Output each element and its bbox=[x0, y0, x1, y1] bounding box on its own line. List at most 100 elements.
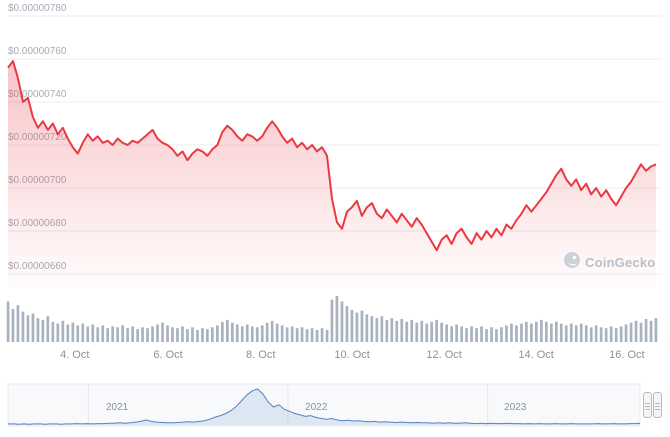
x-axis-label: 10. Oct bbox=[334, 349, 369, 361]
y-axis-label: $0.00000740 bbox=[8, 89, 67, 100]
volume-bar bbox=[265, 322, 269, 342]
volume-bar bbox=[490, 327, 493, 342]
volume-bar bbox=[295, 328, 299, 342]
volume-bar bbox=[594, 325, 598, 342]
volume-bar bbox=[639, 322, 643, 342]
volume-bar bbox=[280, 325, 284, 342]
volume-bar bbox=[191, 327, 194, 342]
volume-bar bbox=[584, 325, 588, 342]
volume-bar bbox=[101, 325, 105, 342]
volume-bar bbox=[335, 296, 339, 342]
volume-bar bbox=[345, 306, 349, 342]
volume-bar bbox=[106, 328, 109, 342]
volume-bar bbox=[370, 316, 374, 342]
volume-bar bbox=[141, 327, 144, 342]
volume-bar bbox=[275, 323, 279, 342]
volume-bar bbox=[166, 325, 169, 342]
volume-bar bbox=[161, 322, 164, 342]
volume-bar bbox=[510, 323, 513, 342]
volume-bar bbox=[305, 329, 309, 342]
volume-bar bbox=[325, 330, 329, 342]
volume-bar bbox=[515, 325, 518, 342]
coingecko-watermark: CoinGecko bbox=[564, 252, 655, 273]
volume-bar bbox=[629, 322, 633, 342]
x-axis-label: 14. Oct bbox=[518, 349, 553, 361]
volume-bar bbox=[400, 319, 404, 342]
volume-bar bbox=[260, 325, 264, 342]
volume-bar bbox=[235, 324, 239, 342]
price-area bbox=[8, 61, 656, 288]
volume-bar bbox=[365, 314, 369, 342]
volume-bar bbox=[21, 311, 25, 342]
volume-bar bbox=[505, 325, 508, 342]
volume-bar bbox=[131, 326, 134, 342]
volume-bar bbox=[56, 323, 60, 342]
volume-bar bbox=[245, 324, 249, 342]
volume-bar bbox=[156, 324, 159, 342]
volume-bar bbox=[320, 328, 324, 342]
volume-bar bbox=[36, 318, 40, 342]
volume-bar bbox=[375, 318, 379, 342]
y-axis-label: $0.00000760 bbox=[8, 46, 67, 57]
navigator-handle-right[interactable] bbox=[653, 392, 662, 418]
volume-bar bbox=[559, 323, 563, 342]
navigator-year-label: 2022 bbox=[305, 402, 328, 413]
volume-bar bbox=[450, 326, 453, 342]
volume-bar bbox=[116, 327, 119, 342]
volume-bar bbox=[589, 327, 593, 342]
volume-bar bbox=[360, 310, 364, 342]
volume-bar bbox=[465, 328, 468, 342]
volume-bar bbox=[16, 305, 20, 342]
volume-bar bbox=[6, 301, 10, 342]
volume-bar bbox=[76, 325, 80, 342]
volume-bar bbox=[624, 324, 628, 342]
volume-bar bbox=[440, 322, 443, 342]
volume-bar bbox=[71, 322, 75, 342]
volume-bar bbox=[495, 329, 498, 342]
volume-bar bbox=[644, 319, 648, 342]
volume-bar bbox=[525, 321, 528, 342]
volume-bar bbox=[425, 323, 429, 342]
volume-bar bbox=[221, 321, 224, 342]
volume-bar bbox=[51, 321, 55, 342]
volume-bar bbox=[579, 323, 583, 342]
volume-bar bbox=[270, 320, 274, 342]
volume-bar bbox=[31, 313, 35, 342]
volume-bar bbox=[574, 325, 578, 342]
price-volume-chart[interactable]: $0.00000780$0.00000760$0.00000740$0.0000… bbox=[0, 0, 670, 368]
navigator-year-label: 2023 bbox=[504, 402, 527, 413]
volume-bar bbox=[520, 323, 523, 342]
volume-bar bbox=[171, 327, 174, 342]
coingecko-logo-icon bbox=[564, 252, 580, 273]
volume-bar bbox=[405, 321, 409, 342]
y-axis-label: $0.00000780 bbox=[8, 3, 67, 14]
volume-bar bbox=[310, 328, 314, 342]
volume-bar bbox=[634, 320, 638, 342]
volume-bar bbox=[475, 328, 478, 342]
volume-bar bbox=[46, 316, 50, 342]
volume-bar bbox=[535, 321, 538, 342]
volume-bar bbox=[619, 326, 623, 342]
volume-bar bbox=[240, 326, 244, 342]
volume-bar bbox=[315, 330, 319, 342]
x-axis-label: 8. Oct bbox=[246, 349, 275, 361]
volume-bar bbox=[255, 327, 259, 342]
volume-bar bbox=[201, 328, 204, 342]
volume-bar bbox=[26, 315, 30, 342]
volume-bar bbox=[350, 309, 354, 342]
coingecko-watermark-label: CoinGecko bbox=[585, 255, 656, 270]
volume-bar bbox=[540, 319, 543, 342]
volume-bar bbox=[460, 326, 463, 342]
volume-bar bbox=[111, 326, 114, 342]
volume-bar bbox=[569, 323, 573, 342]
x-axis-label: 4. Oct bbox=[60, 349, 89, 361]
volume-bar bbox=[250, 326, 254, 342]
volume-bar bbox=[196, 330, 199, 342]
volume-bar bbox=[186, 329, 189, 342]
navigator-year-label: 2021 bbox=[106, 402, 129, 413]
navigator-line bbox=[8, 388, 641, 425]
navigator-handle-left[interactable] bbox=[643, 392, 652, 418]
range-navigator[interactable]: 2021 2022 2023 bbox=[0, 383, 670, 427]
volume-bar bbox=[614, 328, 618, 342]
volume-bar bbox=[395, 320, 399, 342]
